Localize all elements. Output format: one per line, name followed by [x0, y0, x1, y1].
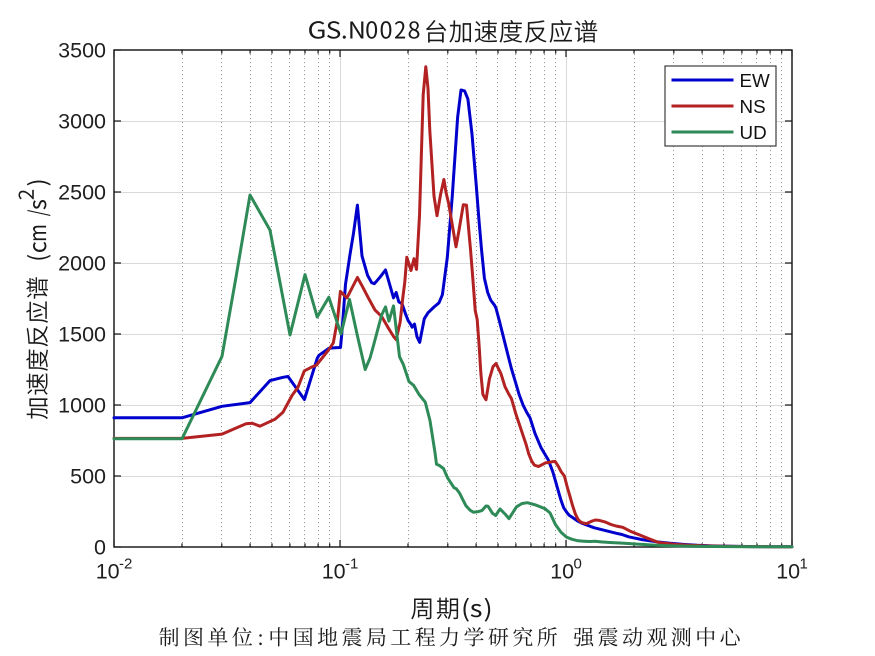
svg-text:3500: 3500 — [58, 39, 106, 63]
svg-text:0: 0 — [574, 556, 582, 573]
svg-text:-2: -2 — [119, 556, 132, 573]
svg-text:2000: 2000 — [58, 252, 106, 276]
svg-text:1: 1 — [800, 556, 808, 573]
svg-text:UD: UD — [740, 122, 767, 143]
svg-text:0: 0 — [94, 536, 106, 560]
svg-text:2500: 2500 — [58, 181, 106, 205]
svg-text:500: 500 — [70, 465, 106, 489]
svg-text:EW: EW — [740, 70, 771, 91]
svg-text:1500: 1500 — [58, 323, 106, 347]
svg-text:10: 10 — [776, 560, 800, 584]
svg-text:NS: NS — [740, 96, 766, 117]
svg-text:10: 10 — [96, 560, 120, 584]
svg-text:3000: 3000 — [58, 110, 106, 134]
svg-text:10: 10 — [550, 560, 574, 584]
svg-text:-1: -1 — [345, 556, 358, 573]
svg-text:10: 10 — [322, 560, 346, 584]
svg-text:1000: 1000 — [58, 394, 106, 418]
